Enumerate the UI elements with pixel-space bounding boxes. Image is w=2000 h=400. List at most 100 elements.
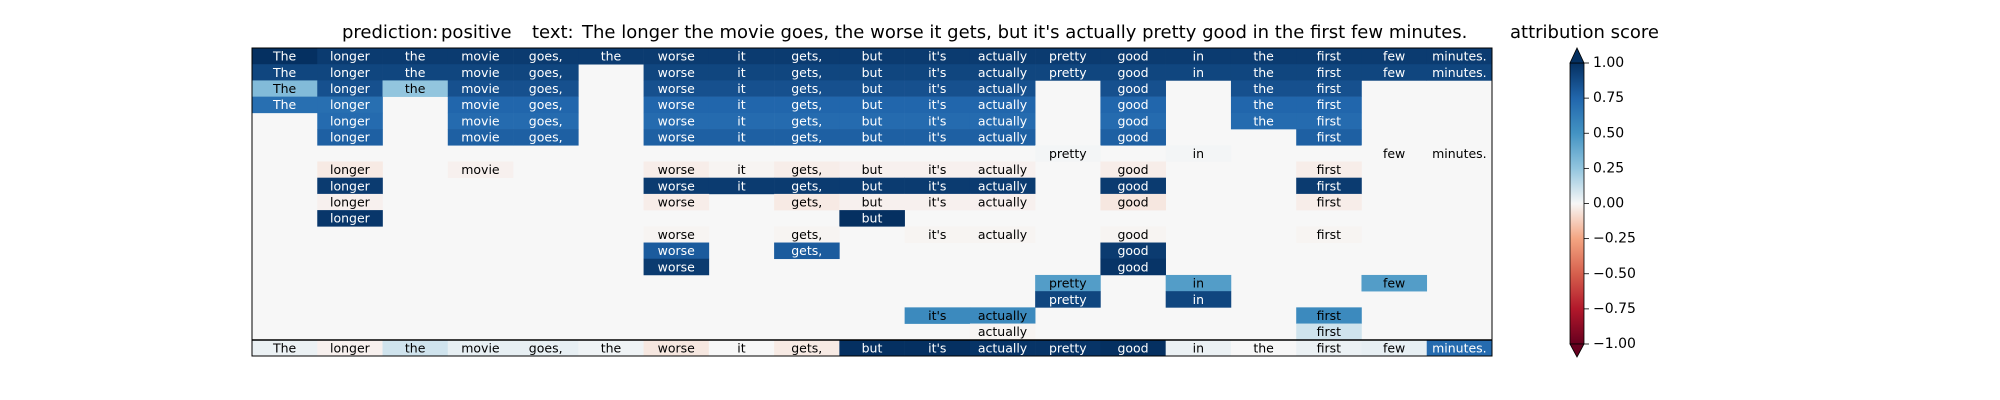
heatmap-cell — [317, 177, 383, 195]
heatmap-cell — [317, 64, 383, 81]
cell-token-label: pretty — [1049, 146, 1087, 161]
heatmap-cell — [317, 112, 383, 130]
heatmap-cell — [252, 80, 318, 97]
cell-token-label: actually — [978, 308, 1028, 323]
cell-token-label: The — [272, 97, 297, 112]
text-value: The longer the movie goes, the worse it … — [582, 22, 1468, 43]
cell-token-label: gets, — [791, 227, 822, 242]
heatmap-cell — [1100, 193, 1166, 211]
cell-token-label: The — [272, 340, 297, 355]
cell-token-label: the — [405, 49, 426, 64]
colorbar-tick-label: −0.25 — [1593, 231, 1636, 247]
cell-token-label: goes, — [529, 113, 563, 128]
heatmap-cell — [774, 129, 840, 146]
cell-token-label: longer — [330, 113, 371, 128]
heatmap-cell — [904, 307, 971, 324]
cell-token-label: worse — [658, 81, 696, 96]
cell-token-label: in — [1193, 49, 1204, 64]
heatmap-cell — [708, 96, 775, 114]
cell-token-label: minutes. — [1432, 49, 1487, 64]
heatmap-cell — [1165, 48, 1232, 65]
cell-token-label: it — [737, 97, 745, 112]
heatmap-cell — [1361, 339, 1428, 357]
cell-token-label: pretty — [1049, 292, 1087, 307]
cell-token-label: it's — [928, 49, 946, 64]
cell-token-label: good — [1117, 81, 1148, 96]
heatmap-cell — [447, 80, 514, 97]
cell-token-label: but — [862, 49, 883, 64]
heatmap-cell — [1100, 339, 1166, 357]
heatmap-cell — [643, 242, 710, 260]
cell-token-label: movie — [461, 340, 500, 355]
heatmap-cell — [708, 64, 775, 81]
heatmap-cell — [1361, 145, 1428, 162]
cell-token-label: few — [1383, 340, 1405, 355]
heatmap-cell — [643, 64, 710, 81]
heatmap-cell — [1230, 112, 1297, 130]
heatmap-cell — [1100, 129, 1166, 146]
cell-token-label: first — [1317, 49, 1342, 64]
cell-token-label: but — [862, 130, 883, 145]
heatmap-cell — [1296, 339, 1362, 357]
heatmap-cell — [513, 64, 579, 81]
heatmap-cell — [252, 339, 318, 357]
colorbar: 1.00 0.75 0.50 0.25 0.00 −0.25 −0.50 −0.75 −1.00 — [1569, 47, 1636, 358]
cell-token-label: but — [862, 178, 883, 193]
cell-token-label: actually — [978, 81, 1028, 96]
heatmap-cell — [447, 129, 514, 146]
cell-token-label: worse — [658, 162, 696, 177]
cell-token-label: goes, — [529, 130, 563, 145]
colorbar-tick-label: 0.25 — [1593, 160, 1624, 176]
heatmap-cell — [1296, 64, 1362, 81]
colorbar-ticks: 1.00 0.75 0.50 0.25 0.00 −0.25 −0.50 −0.75 −1.00 — [1584, 55, 1636, 352]
cell-token-label: first — [1317, 65, 1342, 80]
cell-token-label: The — [272, 65, 297, 80]
heatmap-cell — [317, 193, 383, 211]
colorbar-tick-label: 0.75 — [1593, 90, 1624, 106]
cell-token-label: it's — [928, 308, 946, 323]
cell-token-label: good — [1117, 130, 1148, 145]
cell-token-label: it — [737, 178, 745, 193]
heatmap-cell — [643, 96, 710, 114]
cell-token-label: first — [1317, 130, 1342, 145]
heatmap-cell — [708, 112, 775, 130]
heatmap-cell — [513, 112, 579, 130]
cell-token-label: few — [1383, 49, 1405, 64]
heatmap-cell — [969, 339, 1036, 357]
heatmap-cell — [447, 96, 514, 114]
heatmap-cell — [774, 112, 840, 130]
colorbar-tick-label: −1.00 — [1593, 336, 1636, 352]
cell-token-label: goes, — [529, 65, 563, 80]
heatmap-cell — [382, 80, 449, 97]
heatmap-cell — [708, 80, 775, 97]
heatmap-cell — [1296, 161, 1362, 178]
heatmap-cell — [904, 161, 971, 178]
colorbar-extend-bottom — [1569, 343, 1585, 358]
cell-token-label: the — [601, 49, 622, 64]
cell-token-label: longer — [330, 130, 371, 145]
heatmap-cell — [447, 161, 514, 178]
heatmap-cell — [513, 80, 579, 97]
cell-token-label: actually — [978, 178, 1028, 193]
heatmap-cell — [839, 161, 905, 178]
heatmap-cell — [1296, 80, 1362, 97]
cell-token-label: gets, — [791, 49, 822, 64]
cell-token-label: the — [1253, 97, 1274, 112]
cell-token-label: goes, — [529, 97, 563, 112]
cell-token-label: it's — [928, 130, 946, 145]
heatmap-cell — [1426, 48, 1493, 65]
cell-token-label: good — [1117, 162, 1148, 177]
heatmap-cell — [969, 64, 1036, 81]
heatmap-cell — [708, 339, 775, 357]
cell-token-label: in — [1193, 146, 1204, 161]
colorbar-extend-top — [1569, 47, 1585, 64]
heatmap-cell — [774, 64, 840, 81]
cell-token-label: it — [737, 113, 745, 128]
heatmap-cell — [774, 177, 840, 195]
cell-token-label: it — [737, 49, 745, 64]
colorbar-tick-label: 0.50 — [1593, 125, 1624, 141]
cell-token-label: movie — [461, 49, 500, 64]
heatmap-cell — [317, 48, 383, 65]
heatmap-cell — [513, 129, 579, 146]
cell-token-label: worse — [658, 130, 696, 145]
